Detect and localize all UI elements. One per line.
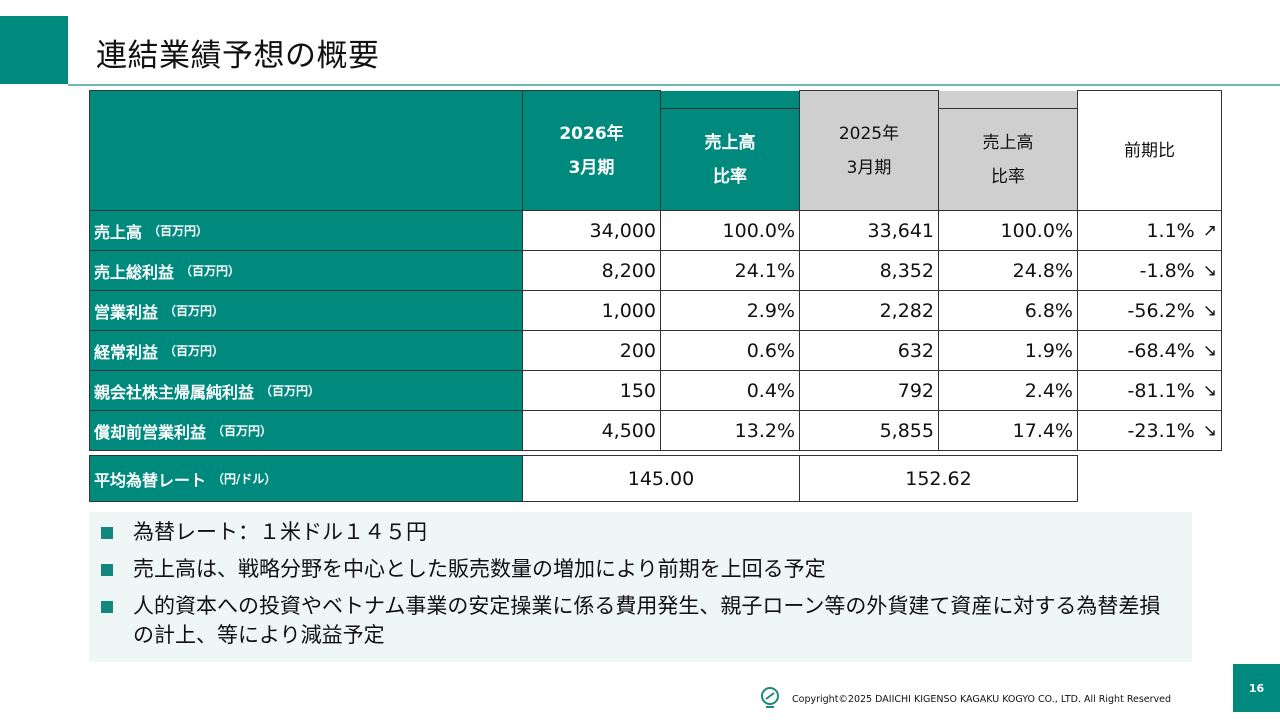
cell-cur-ratio: 24.1% — [660, 250, 800, 291]
cell-prev: 33,641 — [799, 210, 939, 251]
bullet-square-icon — [101, 601, 113, 613]
bullet-square-icon — [101, 527, 113, 539]
page-number: 16 — [1233, 664, 1280, 712]
cell-prev-ratio: 1.9% — [938, 330, 1078, 371]
note-text: 為替レート：１米ドル１４５円 — [133, 520, 427, 544]
cell-yoy: -56.2% ↘ — [1077, 290, 1222, 331]
row-unit-text: （百万円） — [148, 224, 209, 238]
note-text: 人的資本への投資やベトナム事業の安定操業に係る費用発生、親子ローン等の外貨建て資… — [133, 594, 1161, 647]
header-current-ratio-line1: 売上高 — [704, 132, 756, 153]
fx-row-label: 平均為替レート （円/ドル） — [89, 455, 523, 502]
cell-prev: 2,282 — [799, 290, 939, 331]
yoy-value: -1.8% — [1139, 259, 1195, 282]
fx-label-text: 平均為替レート — [94, 470, 207, 490]
row-label: 経常利益 （百万円） — [89, 330, 523, 371]
header-prior-period: 2025年 3月期 — [799, 90, 939, 211]
row-label: 親会社株主帰属純利益 （百万円） — [89, 370, 523, 411]
cell-yoy: -81.1% ↘ — [1077, 370, 1222, 411]
bullet-square-icon — [101, 564, 113, 576]
cell-yoy: 1.1% ↗ — [1077, 210, 1222, 251]
note-item: 売上高は、戦略分野を中心とした販売数量の増加により前期を上回る予定 — [89, 555, 1173, 584]
trend-down-arrow-icon: ↘ — [1202, 260, 1217, 281]
cell-yoy: -68.4% ↘ — [1077, 330, 1222, 371]
cell-cur: 1,000 — [522, 290, 661, 331]
cell-cur: 200 — [522, 330, 661, 371]
header-current-span — [661, 91, 799, 108]
cell-yoy: -1.8% ↘ — [1077, 250, 1222, 291]
cell-cur: 34,000 — [522, 210, 661, 251]
header-current-period: 2026年 3月期 — [522, 90, 661, 211]
trend-down-arrow-icon: ↘ — [1202, 420, 1217, 441]
header-current-ratio: 売上高 比率 — [660, 108, 800, 211]
header-prior-year: 2025年 — [838, 123, 900, 144]
title-divider — [68, 84, 1280, 86]
row-label-text: 親会社株主帰属純利益 — [94, 382, 255, 402]
row-label: 売上高 （百万円） — [89, 210, 523, 251]
yoy-value: -56.2% — [1127, 299, 1195, 322]
row-unit-text: （百万円） — [164, 304, 225, 318]
trend-down-arrow-icon: ↘ — [1202, 340, 1217, 361]
header-current-month: 3月期 — [568, 157, 615, 178]
header-prior-month: 3月期 — [846, 157, 892, 178]
trend-up-arrow-icon: ↗ — [1202, 220, 1217, 241]
trend-down-arrow-icon: ↘ — [1202, 380, 1217, 401]
header-current-ratio-line2: 比率 — [713, 166, 747, 187]
row-unit-text: （百万円） — [164, 344, 225, 358]
header-prior-ratio: 売上高 比率 — [938, 108, 1078, 211]
row-unit-text: （百万円） — [260, 384, 321, 398]
notes-panel: 為替レート：１米ドル１４５円 売上高は、戦略分野を中心とした販売数量の増加により… — [89, 512, 1192, 662]
yoy-value: -68.4% — [1127, 339, 1195, 362]
cell-cur: 150 — [522, 370, 661, 411]
row-label-text: 経常利益 — [94, 342, 159, 362]
header-prior-ratio-line2: 比率 — [991, 166, 1025, 187]
copyright-text: Copyright©2025 DAIICHI KIGENSO KAGAKU KO… — [792, 694, 1172, 705]
note-item: 為替レート：１米ドル１４５円 — [89, 518, 1173, 547]
corner-accent-block — [0, 16, 68, 84]
slide-title: 連結業績予想の概要 — [96, 38, 380, 74]
header-yoy: 前期比 — [1077, 90, 1222, 211]
cell-prev: 5,855 — [799, 410, 939, 451]
company-logo-icon — [761, 687, 779, 708]
row-unit-text: （百万円） — [212, 424, 273, 438]
note-text: 売上高は、戦略分野を中心とした販売数量の増加により前期を上回る予定 — [133, 557, 826, 581]
cell-prev-ratio: 100.0% — [938, 210, 1078, 251]
yoy-value: -81.1% — [1127, 379, 1195, 402]
fx-prior-value: 152.62 — [799, 455, 1078, 502]
trend-down-arrow-icon: ↘ — [1202, 300, 1217, 321]
cell-cur: 4,500 — [522, 410, 661, 451]
cell-cur-ratio: 0.4% — [660, 370, 800, 411]
cell-prev-ratio: 6.8% — [938, 290, 1078, 331]
header-current-year: 2026年 — [559, 123, 624, 144]
row-label: 償却前営業利益 （百万円） — [89, 410, 523, 451]
cell-yoy: -23.1% ↘ — [1077, 410, 1222, 451]
row-label-text: 売上高 — [94, 222, 143, 242]
cell-cur: 8,200 — [522, 250, 661, 291]
row-unit-text: （百万円） — [180, 264, 241, 278]
header-blank-cell — [89, 90, 523, 211]
row-label: 営業利益 （百万円） — [89, 290, 523, 331]
cell-prev-ratio: 17.4% — [938, 410, 1078, 451]
cell-cur-ratio: 2.9% — [660, 290, 800, 331]
cell-cur-ratio: 100.0% — [660, 210, 800, 251]
cell-prev: 8,352 — [799, 250, 939, 291]
cell-prev: 792 — [799, 370, 939, 411]
cell-prev-ratio: 24.8% — [938, 250, 1078, 291]
fx-unit-text: （円/ドル） — [212, 472, 277, 486]
cell-prev-ratio: 2.4% — [938, 370, 1078, 411]
cell-cur-ratio: 13.2% — [660, 410, 800, 451]
fx-current-value: 145.00 — [522, 455, 800, 502]
row-label: 売上総利益 （百万円） — [89, 250, 523, 291]
row-label-text: 営業利益 — [94, 302, 159, 322]
header-prior-span — [939, 91, 1077, 108]
cell-prev: 632 — [799, 330, 939, 371]
note-item: 人的資本への投資やベトナム事業の安定操業に係る費用発生、親子ローン等の外貨建て資… — [89, 592, 1173, 650]
row-label-text: 売上総利益 — [94, 262, 175, 282]
cell-cur-ratio: 0.6% — [660, 330, 800, 371]
header-prior-ratio-line1: 売上高 — [982, 132, 1034, 153]
row-label-text: 償却前営業利益 — [94, 422, 207, 442]
yoy-value: -23.1% — [1127, 419, 1195, 442]
yoy-value: 1.1% — [1146, 219, 1195, 242]
